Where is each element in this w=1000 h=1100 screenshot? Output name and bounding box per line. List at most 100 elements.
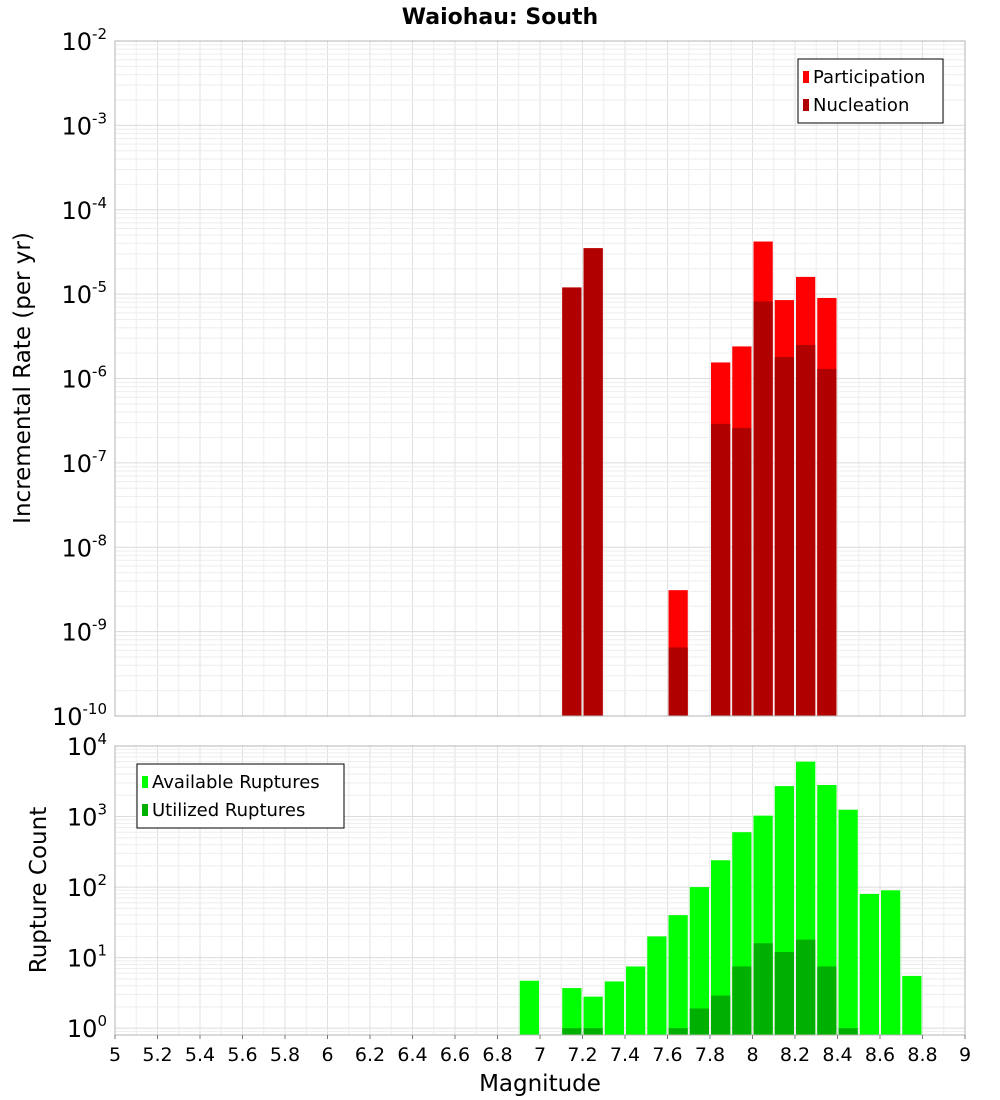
- rate-y-tick-label: 10-10: [52, 700, 107, 731]
- rate-y-tick-exponent: -7: [92, 447, 107, 465]
- count-y-tick-exponent: 1: [97, 942, 107, 960]
- rate-bar-nucleation: [753, 301, 773, 716]
- rate-bar-nucleation: [562, 287, 582, 716]
- rate-y-tick-exponent: -2: [92, 25, 107, 43]
- count-y-tick-base: 10: [67, 1015, 98, 1043]
- count-legend-swatch-available-ruptures: [142, 776, 148, 788]
- rate-y-tick-base: 10: [61, 366, 92, 394]
- x-tick-label: 5.6: [227, 1044, 257, 1066]
- count-bar-available-ruptures: [626, 966, 646, 1035]
- count-bar-available-ruptures: [902, 975, 922, 1035]
- x-tick-label: 6.2: [355, 1044, 385, 1066]
- count-bar-available-ruptures: [519, 980, 539, 1035]
- rate-legend-label-participation: Participation: [813, 67, 925, 88]
- chart-title: Waiohau: South: [402, 5, 598, 30]
- count-bar-available-ruptures: [838, 809, 858, 1035]
- rate-y-tick-exponent: -3: [92, 109, 107, 127]
- x-tick-label: 5: [109, 1044, 121, 1066]
- x-tick-label: 8.4: [822, 1044, 852, 1066]
- x-tick-label: 5.8: [270, 1044, 300, 1066]
- rate-panel: 10-1010-910-810-710-610-510-410-310-2Inc…: [10, 25, 966, 731]
- rate-y-tick-base: 10: [61, 28, 92, 56]
- count-bar-utilized-ruptures: [711, 995, 731, 1035]
- count-bar-available-ruptures: [647, 936, 667, 1035]
- count-bar-available-ruptures: [604, 981, 624, 1035]
- rate-bar-nucleation: [668, 647, 688, 716]
- rate-y-tick-base: 10: [61, 619, 92, 647]
- count-legend: Available Ruptures Utilized Ruptures: [136, 763, 345, 829]
- x-tick-label: 6.4: [397, 1044, 427, 1066]
- rate-y-tick-exponent: -10: [83, 700, 108, 718]
- count-bar-utilized-ruptures: [668, 1028, 688, 1035]
- rate-y-axis-label: Incremental Rate (per yr): [10, 232, 36, 524]
- x-tick-label: 6.6: [440, 1044, 470, 1066]
- count-y-tick-label: 104: [67, 730, 107, 761]
- x-tick-label: 6.8: [482, 1044, 512, 1066]
- rate-bar-nucleation: [774, 356, 794, 716]
- rate-legend-box: [797, 58, 944, 124]
- rate-legend: Participation Nucleation: [797, 58, 944, 124]
- count-bar-utilized-ruptures: [796, 939, 816, 1035]
- rate-legend-label-nucleation: Nucleation: [813, 95, 909, 116]
- rate-y-tick-base: 10: [61, 534, 92, 562]
- rate-plot-frame: [114, 40, 966, 717]
- x-tick-label: 7.6: [652, 1044, 682, 1066]
- rate-y-tick-exponent: -4: [92, 194, 107, 212]
- count-y-tick-base: 10: [67, 874, 98, 902]
- rate-bar-nucleation: [732, 427, 752, 716]
- count-bar-available-ruptures: [583, 996, 603, 1035]
- count-y-tick-base: 10: [67, 945, 98, 973]
- count-legend-label-utilized-ruptures: Utilized Ruptures: [152, 800, 305, 821]
- x-tick-label: 8: [746, 1044, 758, 1066]
- count-y-tick-exponent: 3: [97, 801, 107, 819]
- x-tick-label: 7.2: [567, 1044, 597, 1066]
- x-tick-label: 7: [534, 1044, 546, 1066]
- rate-y-tick-label: 10-9: [61, 616, 107, 647]
- count-bar-utilized-ruptures: [817, 966, 837, 1035]
- count-bar-utilized-ruptures: [774, 952, 794, 1035]
- count-y-tick-exponent: 0: [97, 1012, 107, 1030]
- count-y-tick-label: 103: [67, 801, 107, 832]
- rate-y-tick-label: 10-4: [61, 194, 107, 225]
- rate-y-tick-base: 10: [61, 450, 92, 478]
- count-bar-utilized-ruptures: [753, 943, 773, 1035]
- rate-y-tick-exponent: -6: [92, 363, 107, 381]
- rate-y-tick-base: 10: [52, 703, 83, 731]
- count-y-axis-label: Rupture Count: [26, 807, 52, 973]
- x-tick-label: 5.4: [185, 1044, 215, 1066]
- count-y-tick-exponent: 4: [97, 730, 107, 748]
- count-y-tick-label: 102: [67, 871, 107, 902]
- count-bar-available-ruptures: [859, 893, 879, 1035]
- rate-bar-nucleation: [711, 423, 731, 716]
- rate-y-tick-label: 10-8: [61, 531, 107, 562]
- x-tick-label: 7.8: [695, 1044, 725, 1066]
- x-tick-label: 8.2: [780, 1044, 810, 1066]
- rate-y-tick-exponent: -8: [92, 531, 107, 549]
- rate-y-tick-exponent: -5: [92, 278, 107, 296]
- count-bar-utilized-ruptures: [838, 1028, 858, 1035]
- rate-y-tick-exponent: -9: [92, 616, 107, 634]
- count-bar-utilized-ruptures: [689, 1008, 709, 1035]
- count-bar-utilized-ruptures: [562, 1028, 582, 1035]
- rate-y-tick-label: 10-7: [61, 447, 107, 478]
- rate-y-tick-label: 10-5: [61, 278, 107, 309]
- rate-y-tick-label: 10-2: [61, 25, 107, 56]
- rate-bar-nucleation: [796, 344, 816, 716]
- count-bar-available-ruptures: [881, 890, 901, 1035]
- count-legend-label-available-ruptures: Available Ruptures: [152, 772, 320, 793]
- count-bar-utilized-ruptures: [583, 1028, 603, 1035]
- rate-y-tick-base: 10: [61, 112, 92, 140]
- count-legend-box: [136, 763, 345, 829]
- count-y-tick-label: 100: [67, 1012, 107, 1043]
- rate-bar-nucleation: [817, 368, 837, 716]
- rate-bar-nucleation: [583, 248, 603, 717]
- count-bar-available-ruptures: [562, 988, 582, 1035]
- count-bar-available-ruptures: [689, 887, 709, 1035]
- rate-y-tick-base: 10: [61, 281, 92, 309]
- rate-legend-swatch-participation: [803, 71, 809, 83]
- count-legend-swatch-utilized-ruptures: [142, 804, 148, 816]
- x-tick-label: 7.4: [610, 1044, 640, 1066]
- x-axis-label: Magnitude: [479, 1071, 601, 1097]
- count-y-tick-base: 10: [67, 733, 98, 761]
